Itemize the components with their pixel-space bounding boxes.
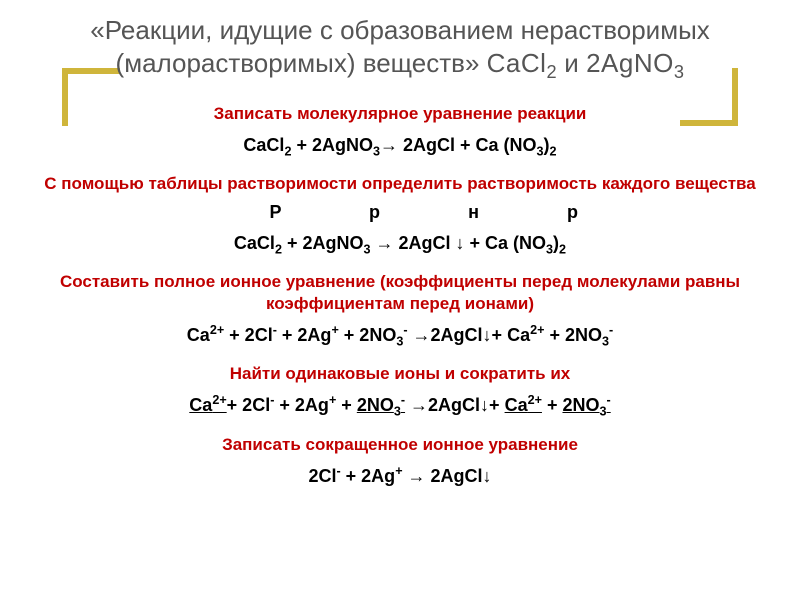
slide-content: Записать молекулярное уравнение реакции … — [0, 87, 800, 489]
title-text: «Реакции, идущие с образованием нераство… — [40, 14, 760, 83]
step4-equation: Ca2++ 2Cl- + 2Ag+ + 2NO3- →2AgCl↓+ Ca2+ … — [20, 392, 780, 421]
solubility-row: Ррнр — [20, 202, 780, 223]
step3-equation: Ca2+ + 2Cl- + 2Ag+ + 2NO3- →2AgCl↓+ Ca2+… — [20, 322, 780, 351]
step2-equation: CaCl2 + 2AgNO3 → 2AgCl ↓ + Ca (NO3)2 — [20, 231, 780, 259]
title-between: и — [557, 48, 586, 78]
title-formula-b: 2AgNO3 — [586, 48, 684, 78]
step1-heading: Записать молекулярное уравнение реакции — [20, 103, 780, 124]
title-formula-a: CaCl2 — [487, 48, 557, 78]
step1-equation: CaCl2 + 2AgNO3→ 2AgCl + Ca (NO3)2 — [20, 133, 780, 161]
step2-heading: С помощью таблицы растворимости определи… — [20, 173, 780, 194]
slide-title: «Реакции, идущие с образованием нераство… — [0, 0, 800, 87]
step5-heading: Записать сокращенное ионное уравнение — [20, 434, 780, 455]
step4-heading: Найти одинаковые ионы и сократить их — [20, 363, 780, 384]
step3-heading: Составить полное ионное уравнение (коэфф… — [20, 271, 780, 314]
step5-equation: 2Cl- + 2Ag+ → 2AgCl↓ — [20, 463, 780, 489]
